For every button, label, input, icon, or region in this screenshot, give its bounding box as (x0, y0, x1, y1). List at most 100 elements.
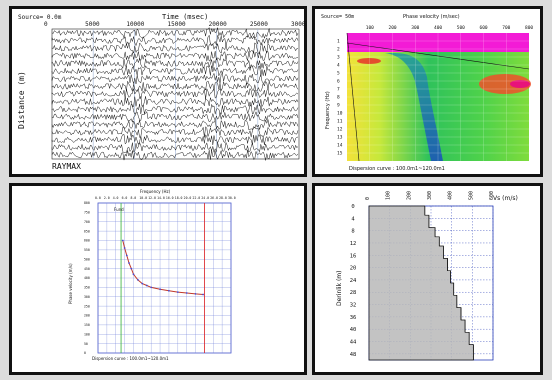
curve-x-tick-label: 24.0 (201, 196, 209, 200)
curve-x-tick-label: 4.0 (113, 196, 119, 200)
seismic-trace (51, 119, 299, 131)
dispersion-image-panel: Source= 50m Phase velocity (m/sec) 100 20… (312, 6, 543, 177)
curve-y-tick-label: 700 (84, 220, 90, 224)
dispersion-curve-point (123, 247, 126, 249)
seismic-x-tick-label: 15000 (168, 21, 186, 28)
seismic-trace (51, 96, 299, 108)
seismic-x-tick-label: 10000 (126, 21, 144, 28)
seismic-trace (51, 103, 299, 115)
vs-x-tick-label: 600 (489, 191, 495, 200)
curve-x-tick-label: 10.0 (139, 196, 147, 200)
curve-x-tick-label: 14.0 (157, 196, 165, 200)
vs-y-tick-label: 12 (350, 241, 357, 247)
seismic-x-tick-label: 5000 (85, 21, 100, 28)
dispersion-image (346, 32, 531, 162)
dispersion-y-tick-label: 13 (337, 135, 343, 141)
dispersion-curve-point (185, 292, 188, 294)
curve-x-tick-label: 8.0 (130, 196, 136, 200)
curve-x-tick-label: 12.0 (148, 196, 156, 200)
dispersion-y-tick-label: 1 (337, 39, 340, 45)
dispersion-image-plot: Source= 50m Phase velocity (m/sec) 100 20… (321, 14, 533, 172)
dispersion-x-axis-title: Phase velocity (m/sec) (403, 14, 460, 20)
curve-y-tick-label: 750 (84, 211, 90, 215)
curve-x-tick-label: 30.0 (228, 196, 236, 200)
vs-x-tick-label: 0 (365, 197, 371, 200)
dispersion-y-tick-label: 15 (337, 151, 343, 157)
seismic-trace (51, 50, 299, 62)
vs-y-tick-label: 24 (350, 278, 357, 284)
seismic-x-tick-label: 25000 (250, 21, 268, 28)
dispersion-y-tick-label: 7 (337, 87, 340, 93)
dispersion-curve-point (130, 267, 133, 270)
dispersion-y-tick-label: 6 (337, 79, 340, 85)
vs-profile-panel: Vs (m/s) 0 100 200 300 400 500 600 Derinlik (m… (312, 183, 543, 375)
dispersion-curve-point (150, 286, 153, 289)
curve-y-tick-label: 100 (84, 332, 90, 336)
vs-y-tick-label: 32 (350, 303, 357, 309)
seismic-trace (51, 149, 299, 161)
seismic-trace (51, 110, 299, 124)
vs-y-tick-label: 16 (350, 253, 357, 259)
curve-y-tick-label: 50 (84, 342, 88, 346)
curve-legend-label: Fund (114, 207, 124, 212)
curve-y-tick-label: 300 (84, 295, 90, 299)
dispersion-footer: Dispersion curve : 100.0m1~120.0m1 (349, 166, 445, 172)
dispersion-x-tick-label: 400 (434, 25, 442, 31)
dispersion-y-tick-label: 10 (337, 111, 343, 117)
dispersion-y-tick-label: 3 (337, 55, 340, 61)
curve-y-axis-title: Phase velocity (m/s) (68, 263, 73, 304)
curve-x-tick-label: 6.0 (122, 196, 128, 200)
curve-y-tick-label: 450 (84, 267, 90, 271)
seismic-trace (51, 126, 299, 139)
dispersion-curve-point (202, 293, 205, 296)
dispersion-y-tick-label: 8 (337, 95, 340, 101)
curve-y-tick-label: 550 (84, 248, 90, 252)
curve-y-tick-label: 0 (84, 351, 86, 355)
dispersion-y-tick-label: 12 (337, 127, 343, 133)
seismic-bottom-label: RAYMAX (52, 162, 81, 171)
dispersion-x-tick-label: 700 (502, 25, 510, 31)
curve-y-tick-label: 650 (84, 229, 90, 233)
curve-y-tick-label: 350 (84, 286, 90, 290)
curve-y-tick-label: 200 (84, 314, 90, 318)
dispersion-curve-point (125, 254, 128, 257)
curve-y-tick-label: 600 (84, 239, 90, 243)
dispersion-source-label: Source= 50m (321, 14, 354, 20)
vs-x-tick-label: 300 (427, 191, 433, 200)
seismic-trace (51, 134, 299, 146)
dispersion-curve-point (194, 293, 197, 295)
seismic-record-panel: Source= 0.0m Time (msec) 0 5000 10000 15000… (9, 6, 307, 177)
seismic-trace (51, 65, 299, 77)
dispersion-y-tick-label: 5 (337, 71, 340, 77)
vs-y-tick-label: 40 (350, 327, 357, 333)
vs-y-tick-label: 8 (351, 229, 354, 235)
curve-y-tick-label: 400 (84, 276, 90, 280)
seismic-trace (51, 87, 299, 100)
vs-y-tick-label: 20 (350, 266, 357, 272)
seismic-record-plot: Source= 0.0m Time (msec) 0 5000 10000 15000… (17, 13, 304, 171)
vs-x-tick-label: 400 (448, 191, 454, 200)
vs-y-axis-title: Derinlik (m) (336, 271, 343, 307)
seismic-trace (51, 72, 299, 85)
dispersion-x-tick-label: 800 (525, 25, 533, 31)
dispersion-curve-point (137, 279, 139, 281)
seismic-trace (51, 34, 299, 47)
dispersion-curve-point (121, 239, 124, 242)
vs-y-tick-label: 28 (350, 290, 357, 296)
seismic-trace (51, 141, 299, 154)
dispersion-curve-panel: Frequency (Hz) 0.0 2.0 4.0 6.0 8.0 10.0 12.0 14… (9, 183, 307, 375)
dispersion-x-tick-label: 300 (411, 25, 419, 31)
vs-y-tick-label: 4 (351, 216, 355, 222)
seismic-x-axis-title: Time (msec) (162, 13, 208, 21)
vs-x-tick-label: 500 (468, 191, 474, 200)
dispersion-y-tick-label: 4 (337, 63, 340, 69)
curve-x-tick-label: 16.0 (166, 196, 174, 200)
dispersion-curve-point (141, 282, 144, 285)
vs-x-axis-title: Vs (m/s) (493, 195, 518, 202)
seismic-trace (51, 57, 299, 70)
dispersion-curve-point (128, 262, 130, 264)
seismic-trace (51, 42, 299, 55)
dispersion-curve-point (132, 273, 135, 276)
vs-y-tick-label: 0 (351, 204, 354, 210)
curve-y-tick-label: 150 (84, 323, 90, 327)
